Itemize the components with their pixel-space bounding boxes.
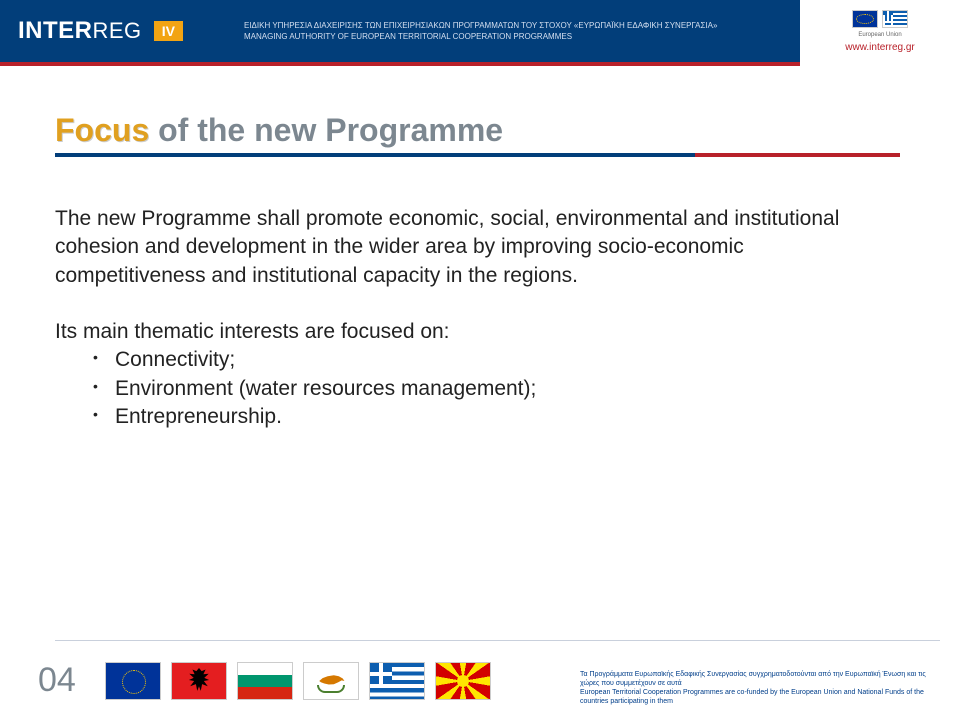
authority-line-en: MANAGING AUTHORITY OF EUROPEAN TERRITORI… (244, 31, 786, 42)
thematic-list: Connectivity; Environment (water resourc… (55, 346, 900, 431)
page-number: 04 (38, 661, 76, 700)
header-divider (0, 62, 960, 66)
logo-part-1: INTER (18, 17, 93, 44)
cyprus-flag-icon (303, 662, 359, 700)
north-macedonia-flag-icon (435, 662, 491, 700)
iv-badge: IV (154, 21, 183, 41)
header-mini-flags (852, 10, 908, 28)
interreg-url: www.interreg.gr (845, 42, 914, 53)
eu-caption: European Union (858, 32, 901, 38)
intro-paragraph: The new Programme shall promote economic… (55, 205, 900, 290)
authority-line-el: ΕΙΔΙΚΗ ΥΠΗΡΕΣΙΑ ΔΙΑΧΕΙΡΙΣΗΣ ΤΩΝ ΕΠΙΧΕΙΡΗ… (244, 20, 786, 31)
eu-flag-icon (852, 10, 878, 28)
title-highlight: Focus (55, 112, 149, 148)
title-rest: of the new Programme (149, 112, 503, 148)
albania-flag-icon (171, 662, 227, 700)
slide-title: Focus of the new Programme (55, 112, 900, 149)
header-bar: INTERREG IV ΕΙΔΙΚΗ ΥΠΗΡΕΣΙΑ ΔΙΑΧΕΙΡΙΣΗΣ … (0, 0, 960, 62)
title-underline (55, 153, 900, 157)
greece-flag-icon (369, 662, 425, 700)
title-underline-blue (55, 153, 695, 157)
footer: 04 Τα Προγράμματα Ευρωπαϊκής Εδαφικής Συ… (0, 640, 960, 720)
footer-funding-text: Τα Προγράμματα Ευρωπαϊκής Εδαφικής Συνερ… (580, 670, 940, 706)
logo-text: INTERREG (18, 17, 142, 45)
list-item-entrepreneurship: Entrepreneurship. (93, 403, 900, 431)
eu-flag-icon (105, 662, 161, 700)
bulgaria-flag-icon (237, 662, 293, 700)
title-underline-red (695, 153, 900, 157)
greece-flag-icon (882, 10, 908, 28)
logo-part-2: REG (93, 18, 142, 43)
header-logo-area: INTERREG IV (0, 0, 230, 62)
list-heading: Its main thematic interests are focused … (55, 318, 900, 346)
header-right: European Union www.interreg.gr (800, 0, 960, 62)
header-authority-text: ΕΙΔΙΚΗ ΥΠΗΡΕΣΙΑ ΔΙΑΧΕΙΡΙΣΗΣ ΤΩΝ ΕΠΙΧΕΙΡΗ… (230, 0, 800, 62)
list-item-connectivity: Connectivity; (93, 346, 900, 374)
slide-content: Focus of the new Programme The new Progr… (0, 62, 960, 431)
footer-text-en: European Territorial Cooperation Program… (580, 688, 940, 706)
list-item-environment: Environment (water resources management)… (93, 375, 900, 403)
footer-text-el: Τα Προγράμματα Ευρωπαϊκής Εδαφικής Συνερ… (580, 670, 940, 688)
footer-flags (105, 662, 491, 700)
footer-divider (55, 640, 940, 641)
interreg-logo: INTERREG IV (18, 17, 183, 45)
